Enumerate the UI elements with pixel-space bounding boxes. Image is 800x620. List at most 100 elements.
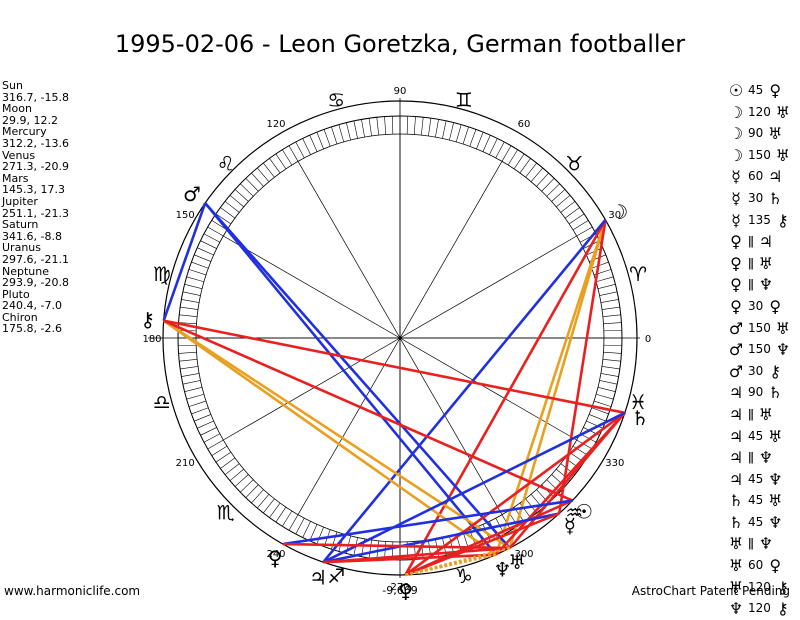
aspect-planet-1: ♃ [728,404,744,424]
planet-coords: 251.1, -21.3 [2,206,69,220]
degree-labels: 90 120 60 150 30 180 0 210 330 240 300 270-9,669 [142,86,651,597]
degree-tick [269,502,281,518]
degree-tick [251,172,264,187]
aspect-row: ♂ 150 ♆ [727,339,792,361]
aspect-planet-1: ♂ [728,361,744,381]
degree-tick [602,314,621,317]
aspect-line [322,219,607,564]
planet-coords: 240.4, -7.0 [2,299,62,313]
degree-tick [599,291,618,296]
aspect-row: ☿ 30 ♄ [727,188,792,210]
aspect-line [495,411,626,556]
aspect-angle: 120 [748,579,771,594]
planet-name: Chiron [2,310,38,324]
degree-tick [593,400,612,407]
degree-tick [224,463,240,475]
degree-tick [591,407,609,415]
degree-tick [525,162,537,178]
aspect-angle: 45 [748,493,764,508]
degree-tick [600,299,619,303]
aspect-list: ☉ 45 ♀ ☽ 120 ♅ ☽ 90 ♅ ☽ 150 ♅ ☿ 60 ♃ ☿ 30 ♄ ☿ 135 ⚷ ♀ ǁ ♃ ♀ ǁ ♅ ♀ ǁ ♆… [727,80,792,620]
planet-glyph-mercury: ☿ [564,513,576,537]
degree-tick [603,322,622,325]
aspect-row: ☿ 60 ♃ [727,166,792,188]
aspect-line [163,319,626,415]
degree-tick [413,116,416,135]
degree-tick [207,226,224,237]
degree-tick [338,124,345,142]
degree-tick [245,178,259,192]
degree-tick [302,138,311,155]
planet-glyph-jupiter: ♃ [309,565,327,589]
planet-glyph-sun: ☉ [575,500,593,524]
aspect-planet-2: ⚷ [777,577,789,597]
planet-glyph-saturn: ♄ [631,406,649,430]
degree-tick [257,167,270,182]
aspect-angle: 60 [748,169,764,184]
zodiac-sign-glyph: ♍ [153,262,171,286]
zodiac-sign-glyph: ♈ [629,262,647,286]
degree-tick [368,539,372,558]
planet-glyph-moon: ☽ [610,200,628,224]
aspect-angle: ǁ [748,536,754,551]
degree-tick [596,276,614,283]
planet-glyph-venus: ♀ [398,579,413,600]
degree-tick [603,351,622,354]
degree-tick [234,189,249,202]
degree-tick [269,158,281,174]
planet-glyph-neptune: ♆ [494,557,512,581]
aspect-angle: 30 [748,363,764,378]
degree-tick [263,498,275,514]
planet-name: Moon [2,102,32,116]
aspect-planet-1: ♃ [728,469,744,489]
aspect-row: ♄ 45 ♅ [727,490,792,512]
degree-tick [295,517,305,535]
aspect-line [557,219,607,514]
degree-tick [346,122,351,141]
aspect-line [163,319,574,502]
degree-tick [194,414,211,422]
zodiac-sign-glyph: ♉ [565,152,583,176]
degree-tick [282,149,293,166]
zodiac-signs: ♈ ♉ ♊ ♋ ♌ ♍ ♎ ♏ ♐ ♑ ♒ ♓ [153,88,647,588]
zodiac-sign-glyph: ♐ [327,564,345,588]
aspect-planet-1: ☽ [728,124,744,144]
aspect-line [322,512,560,564]
degree-tick [191,407,209,415]
degree-tick [576,439,593,450]
degree-tick [591,261,609,269]
aspect-planet-1: ♂ [728,318,744,338]
degree-tick [368,118,372,137]
degree-tick [316,132,324,149]
planet-name: Mercury [2,125,47,139]
aspect-planet-1: ♅ [728,577,744,597]
degree-tick [551,189,566,202]
aspect-line [404,512,560,577]
aspect-angle: 45 [748,428,764,443]
planet-coords: 293.9, -20.8 [2,276,69,290]
planet-coords: 297.6, -21.1 [2,252,69,266]
degree-tick [197,420,214,429]
degree-tick [442,120,447,139]
degree-tick [536,489,549,504]
aspect-row: ♂ 30 ⚷ [727,361,792,383]
aspect-lines [162,202,626,577]
planet-coords: 145.3, 17.3 [2,183,65,197]
degree-tick [302,521,311,538]
aspect-row: ♀ ǁ ♃ [727,231,792,253]
aspect-line [162,319,511,550]
degree-tick [186,393,204,400]
aspect-row: ♃ ǁ ♅ [727,404,792,426]
degree-tick [245,484,259,498]
degree-tick [507,149,518,166]
aspect-planet-1: ☿ [731,167,741,187]
footer-website[interactable]: www.harmoniclife.com [4,584,141,598]
degree-tick [603,344,622,347]
degree-tick [519,158,531,174]
degree-tick [263,162,275,178]
degree-tick [406,116,409,135]
planet-name: Uranus [2,241,41,255]
degree-tick [601,306,620,310]
degree-tick [180,306,199,310]
degree-label: 300 [514,549,533,560]
